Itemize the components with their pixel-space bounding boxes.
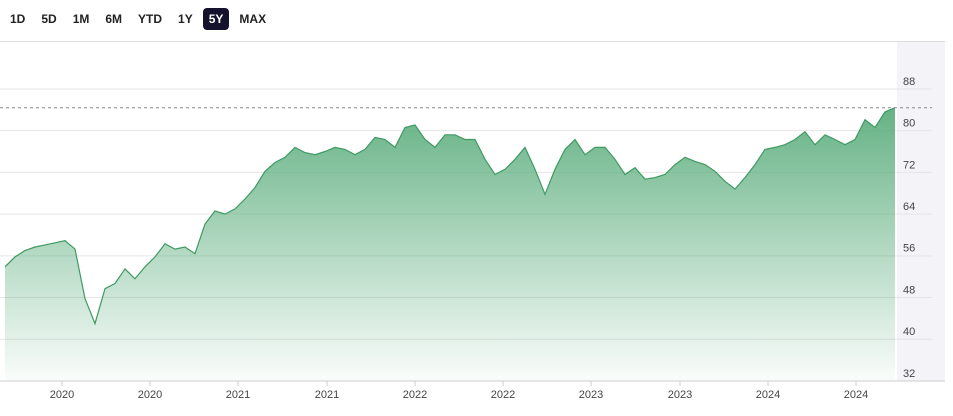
x-tick-label: 2022 [491, 389, 515, 401]
y-tick-label: 72 [903, 159, 915, 171]
y-tick-label: 80 [903, 118, 915, 130]
x-tick-label: 2023 [579, 389, 603, 401]
x-tick-label: 2020 [138, 389, 162, 401]
line [4, 107, 896, 326]
range-button[interactable]: 1D [10, 12, 26, 26]
y-tick-label: 56 [903, 243, 915, 255]
x-tick-label: 2024 [756, 389, 780, 401]
x-tick-label: 2023 [668, 389, 692, 401]
x-tick-label: 2022 [403, 389, 427, 401]
range-button[interactable]: YTD [138, 12, 163, 26]
y-tick-label: 32 [903, 368, 915, 380]
x-tick-label: 2020 [50, 389, 74, 401]
x-tick-label: 2021 [226, 389, 250, 401]
y-tick-label: 88 [903, 76, 915, 88]
x-tick-label: 2024 [844, 389, 868, 401]
range-button[interactable]: 1M [72, 12, 90, 26]
y-tick-label: 64 [903, 201, 915, 213]
range-button[interactable]: 6M [105, 12, 123, 26]
y-tick-label: 48 [903, 284, 915, 296]
x-tick-label: 2021 [315, 389, 339, 401]
area [5, 107, 895, 381]
range-button[interactable]: 5Y [202, 8, 230, 30]
range-button[interactable]: 1Y [178, 12, 193, 26]
range-button[interactable]: MAX [239, 12, 267, 26]
range-button[interactable]: 5D [41, 12, 57, 26]
y-tick-label: 40 [903, 326, 915, 338]
range-selector: 1D 5D 1M 6M YTD 1Y 5Y MAX [0, 8, 272, 30]
y-axis-band [897, 42, 945, 381]
